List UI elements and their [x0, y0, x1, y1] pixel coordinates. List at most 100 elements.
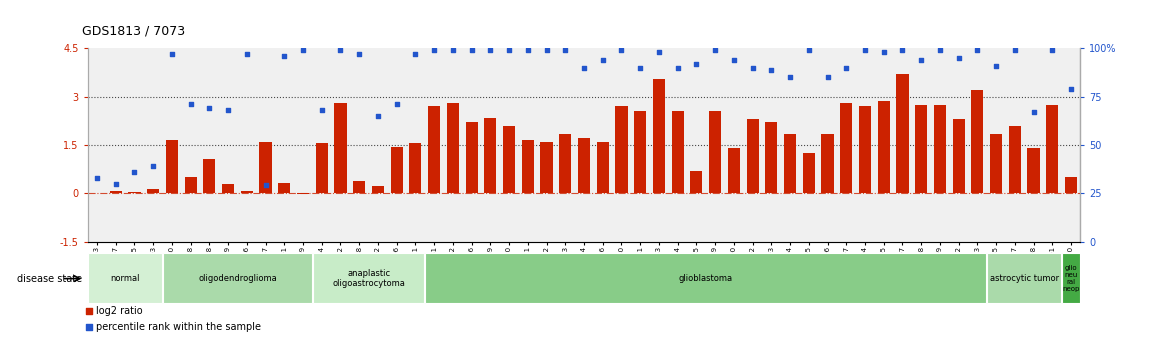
Point	[894, 48, 912, 53]
Bar	[278, 183, 291, 193]
Bar	[934, 105, 946, 193]
Point	[856, 48, 875, 53]
Bar	[1062, 254, 1080, 303]
Point	[218, 107, 237, 113]
Text: log2 ratio: log2 ratio	[96, 306, 142, 316]
Bar	[728, 148, 741, 193]
Bar	[222, 184, 234, 193]
Point	[799, 48, 818, 53]
Point	[612, 48, 631, 53]
Point	[931, 48, 950, 53]
Point	[293, 48, 312, 53]
Point	[406, 51, 425, 57]
Point	[1006, 48, 1024, 53]
Point	[649, 49, 668, 55]
Bar	[409, 143, 422, 193]
Text: GDS1813 / 7073: GDS1813 / 7073	[82, 25, 185, 38]
Bar	[334, 103, 347, 193]
Point	[875, 49, 894, 55]
Bar	[765, 122, 778, 193]
Point	[181, 101, 200, 107]
Bar	[953, 119, 965, 193]
Point	[312, 107, 331, 113]
Point	[270, 246, 288, 251]
Point	[668, 65, 687, 70]
Bar	[634, 111, 646, 193]
Bar	[972, 90, 983, 193]
Bar	[821, 134, 834, 193]
Bar	[541, 142, 552, 193]
Bar	[653, 79, 665, 193]
Point	[106, 181, 125, 186]
Bar	[297, 193, 310, 194]
Point	[444, 48, 463, 53]
Point	[687, 61, 705, 67]
Bar	[185, 177, 196, 193]
Point	[912, 57, 931, 63]
Point	[987, 63, 1006, 68]
Bar	[616, 106, 627, 193]
Bar	[466, 122, 478, 193]
Point	[256, 183, 274, 188]
Text: normal: normal	[110, 274, 140, 283]
Bar	[578, 138, 590, 193]
Point	[274, 53, 293, 59]
Bar	[203, 159, 215, 193]
Bar	[915, 105, 927, 193]
Point	[425, 48, 444, 53]
Bar	[840, 103, 853, 193]
Point	[724, 57, 743, 63]
Bar	[390, 147, 403, 193]
Point	[463, 48, 481, 53]
Text: anaplastic
oligoastrocytoma: anaplastic oligoastrocytoma	[332, 269, 405, 288]
Bar	[858, 106, 871, 193]
Bar	[784, 134, 797, 193]
Point	[556, 48, 575, 53]
Point	[1043, 48, 1062, 53]
Point	[837, 65, 856, 70]
Bar	[559, 134, 571, 193]
Point	[369, 113, 388, 119]
Point	[575, 65, 593, 70]
Bar	[371, 186, 384, 193]
Bar	[503, 126, 515, 193]
Bar	[147, 189, 159, 193]
Point	[537, 48, 556, 53]
Bar	[88, 254, 162, 303]
Point	[162, 51, 181, 57]
Bar	[353, 181, 366, 193]
Bar	[1065, 177, 1077, 193]
Bar	[709, 111, 721, 193]
Bar	[672, 111, 683, 193]
Text: oligodendroglioma: oligodendroglioma	[199, 274, 277, 283]
Point	[1024, 109, 1043, 115]
Point	[743, 65, 762, 70]
Bar	[128, 191, 140, 193]
Bar	[427, 106, 440, 193]
Text: disease state: disease state	[16, 274, 82, 284]
Bar	[164, 254, 312, 303]
Bar	[1028, 148, 1040, 193]
Text: glio
neu
ral
neop: glio neu ral neop	[1063, 265, 1079, 292]
Bar	[746, 119, 759, 193]
Point	[350, 51, 369, 57]
Text: astrocytic tumor: astrocytic tumor	[989, 274, 1058, 283]
Point	[88, 175, 106, 180]
Bar	[315, 143, 328, 193]
Text: percentile rank within the sample: percentile rank within the sample	[96, 322, 262, 332]
Point	[780, 75, 799, 80]
Point	[631, 65, 649, 70]
Point	[593, 57, 612, 63]
Bar	[896, 74, 909, 193]
Text: glioblastoma: glioblastoma	[679, 274, 732, 283]
Bar	[166, 140, 178, 193]
Point	[270, 105, 288, 110]
Point	[950, 55, 968, 61]
Bar	[313, 254, 424, 303]
Point	[705, 48, 724, 53]
Point	[762, 67, 780, 72]
Point	[332, 48, 350, 53]
Point	[144, 164, 162, 169]
Point	[500, 48, 519, 53]
Bar	[987, 254, 1061, 303]
